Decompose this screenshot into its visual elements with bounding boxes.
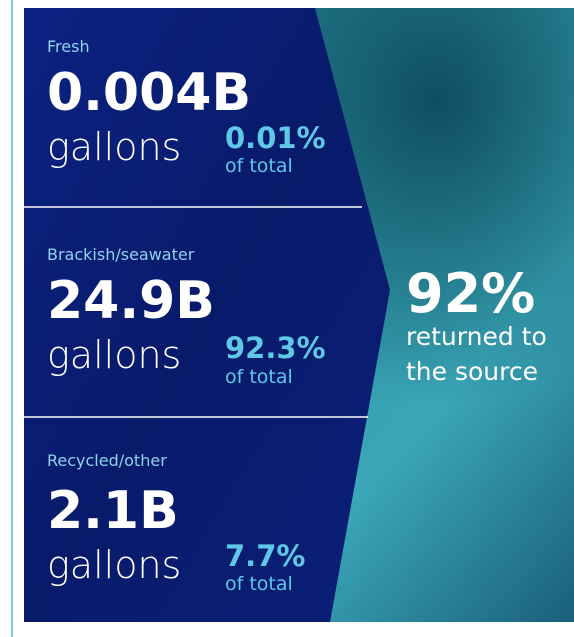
section-note: of total [225,573,293,595]
summary-value: 92% [406,262,535,325]
section-percent: 0.01% [225,121,326,155]
section-value: 2.1B [47,481,179,541]
summary-line: returned to [406,322,547,351]
section-label: Brackish/seawater [47,245,195,264]
section-note: of total [225,366,293,388]
section-label: Recycled/other [47,451,167,470]
section-unit: gallons [47,125,181,169]
summary-line: the source [406,357,538,386]
section-unit: gallons [47,543,181,587]
section-value: 0.004B [47,63,251,123]
section-note: of total [225,155,293,177]
panel [24,8,390,622]
section-percent: 7.7% [225,539,305,573]
section-percent: 92.3% [225,331,326,365]
section-unit: gallons [47,333,181,377]
section-value: 24.9B [47,271,215,331]
section-label: Fresh [47,37,90,56]
